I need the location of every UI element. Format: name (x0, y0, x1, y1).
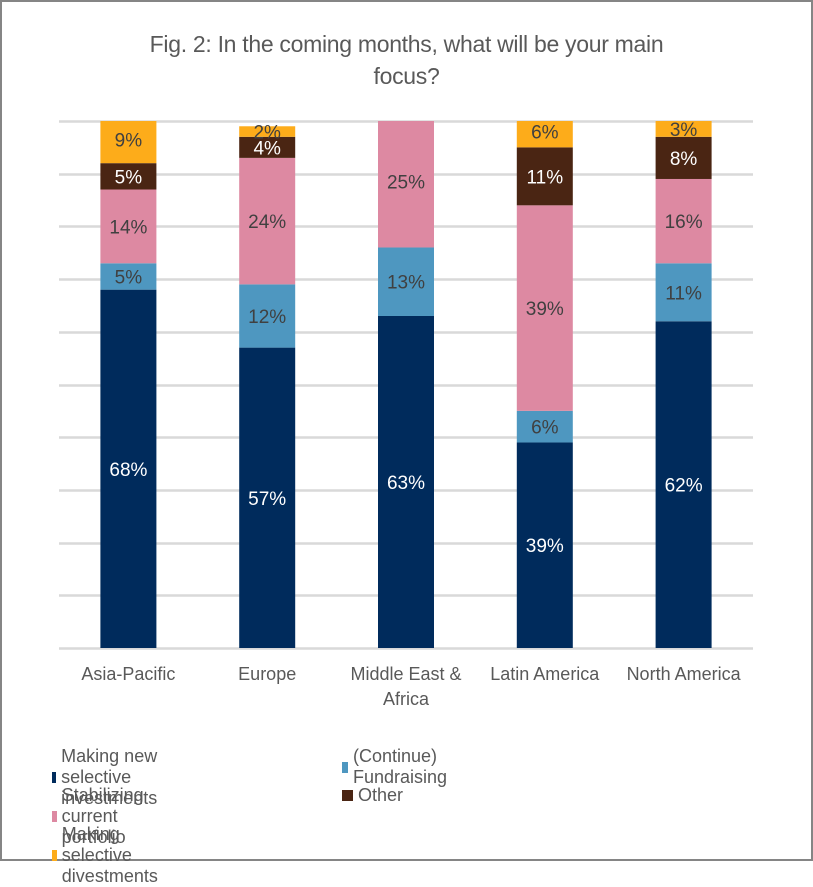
data-labels: 68% 5% 14% 5% 9% 57% 12% 24% 4%2% 63% 13% 25% 39% 6% 3… (109, 120, 702, 557)
bar-segment (655, 263, 712, 322)
legend-label: Making new selective investments (61, 746, 158, 808)
x-axis-label: Latin America (490, 664, 600, 684)
bar-segment (378, 247, 434, 316)
legend-swatch (342, 761, 348, 773)
data-label: 9% (115, 130, 143, 151)
bar-segment (378, 121, 434, 248)
data-label: 14% (109, 217, 147, 238)
data-label: 6% (531, 123, 559, 144)
legend-item: Stabilizing current portfolio (52, 785, 150, 848)
data-label: 39% (526, 299, 564, 320)
data-label: 25% (387, 173, 425, 194)
bar-segment (516, 205, 573, 411)
bar-segment (655, 136, 712, 179)
data-label: 2% (253, 123, 281, 144)
legend-label: Making selective divestments (61, 824, 158, 886)
legend-swatch (52, 850, 57, 861)
bar-segment (100, 189, 157, 264)
chart-title: Fig. 2: In the coming months, what will … (60, 28, 753, 92)
data-label: 5% (115, 267, 143, 288)
data-label: 13% (387, 273, 425, 294)
x-axis-label: Middle East & (350, 664, 461, 684)
bar-segment (100, 163, 157, 190)
bar-segment (239, 347, 296, 648)
data-label: 6% (531, 418, 559, 439)
bar-segment (516, 121, 573, 148)
bar-segment (516, 410, 573, 443)
legend-swatch (52, 811, 57, 822)
legend-item: Other (342, 785, 403, 806)
data-label: 11% (665, 283, 702, 304)
bar-segment (100, 289, 157, 648)
bar-segment (378, 315, 434, 648)
legend-label: Other (358, 785, 404, 805)
bar-segment (239, 126, 296, 137)
legend-item: Making selective divestments (52, 824, 164, 887)
data-label: 24% (248, 212, 286, 233)
data-label: 39% (526, 536, 564, 557)
chart-title-line-2: focus? (373, 63, 440, 89)
data-label: 12% (248, 307, 286, 328)
bar-segment (655, 121, 712, 137)
x-axis-label: North America (627, 664, 742, 684)
stacked-bar-chart: 68% 5% 14% 5% 9% 57% 12% 24% 4%2% 63% 13% 25% 39% 6% 3… (59, 120, 753, 709)
data-label: 57% (248, 489, 286, 510)
bar-segment (239, 284, 296, 348)
x-axis-label: Asia-Pacific (81, 664, 175, 684)
data-label: 11% (526, 167, 563, 188)
bar-segment (239, 157, 296, 285)
data-label: 63% (387, 473, 425, 494)
bar-segment (100, 121, 157, 164)
data-label: 4% (253, 138, 281, 159)
legend-swatch (342, 790, 353, 801)
x-axis-labels: Asia-Pacific Europe Middle East & Africa Lat… (81, 664, 741, 709)
legend-swatch (52, 772, 57, 783)
data-label: 62% (665, 476, 703, 497)
legend-item: Making new selective investments (52, 746, 164, 809)
chart-title-line-1: Fig. 2: In the coming months, what will … (149, 31, 664, 57)
data-label: 3% (670, 120, 698, 141)
legend-label: Stabilizing current portfolio (61, 785, 144, 847)
data-label: 8% (670, 149, 698, 170)
data-label: 16% (665, 212, 703, 233)
bar-segment (239, 136, 296, 158)
data-label: 68% (109, 460, 147, 481)
x-axis-label: Europe (238, 664, 296, 684)
bar-segment (655, 178, 712, 264)
bar-segment (516, 442, 573, 648)
legend-label: (Continue) Fundraising (352, 746, 448, 787)
x-axis-label: Africa (383, 689, 430, 709)
legend-item: (Continue) Fundraising (342, 746, 452, 788)
bars (100, 121, 712, 648)
bar-segment (100, 263, 157, 290)
bar-segment (655, 321, 712, 648)
data-label: 5% (115, 167, 143, 188)
bar-segment (516, 147, 573, 206)
